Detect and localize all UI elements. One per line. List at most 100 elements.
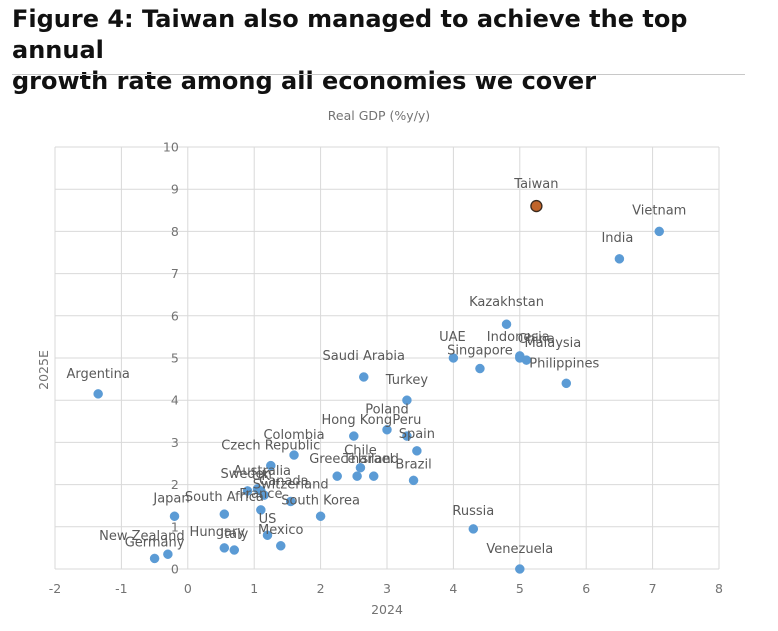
point-us — [262, 530, 273, 540]
point-label: US — [259, 512, 277, 527]
data-points — [93, 199, 664, 574]
point-label: Singapore — [447, 344, 513, 359]
y-tick-label: 1 — [171, 519, 179, 534]
x-tick-label: 7 — [649, 581, 657, 596]
axis-ticks: -2 -1 0 1 2 3 4 5 6 7 8 0 1 2 3 4 5 6 7 8 9 10 — [49, 140, 723, 597]
point-thailand — [352, 471, 362, 481]
point-israel — [368, 471, 379, 481]
point-new-zealand — [163, 549, 173, 559]
y-tick-label: 4 — [171, 393, 179, 408]
point-venezuela — [515, 564, 525, 574]
point-label: India — [601, 231, 633, 246]
point-uae — [448, 353, 459, 363]
point-label: Thailand — [342, 452, 399, 467]
figure-title: Figure 4: Taiwan also managed to achieve… — [12, 4, 772, 97]
point-malaysia — [521, 355, 532, 365]
point-label: Colombia — [263, 428, 324, 443]
point-label: Hungary — [190, 525, 246, 540]
y-tick-label: 6 — [171, 308, 179, 323]
point-label: Taiwan — [513, 177, 558, 192]
point-russia — [468, 524, 479, 534]
x-tick-label: 5 — [516, 581, 524, 596]
point-label: Peru — [392, 413, 421, 428]
point-label: Spain — [399, 427, 435, 442]
x-tick-label: -1 — [115, 581, 127, 596]
point-mexico — [276, 541, 286, 551]
point-spain — [412, 446, 422, 456]
point-label: Vietnam — [632, 203, 686, 218]
point-italy — [229, 545, 240, 555]
point-switzerland — [285, 496, 296, 507]
y-axis-title: 2025E — [36, 350, 51, 390]
point-label: Italy — [220, 527, 249, 542]
figure-title-line-2: growth rate among all economies we cover — [12, 67, 597, 95]
point-vietnam — [654, 226, 664, 237]
chart-title: Real GDP (%y/y) — [328, 108, 430, 123]
grid — [54, 146, 720, 570]
point-saudi-arabia — [359, 372, 369, 382]
point-label: Mexico — [258, 523, 303, 538]
point-label: Chile — [344, 444, 377, 459]
point-singapore — [475, 363, 485, 374]
point-philippines — [561, 378, 572, 389]
x-axis-title: 2024 — [371, 602, 403, 617]
point-label: Saudi Arabia — [323, 349, 406, 364]
point-germany — [149, 553, 160, 564]
point-colombia — [289, 450, 299, 460]
point-brazil — [408, 475, 419, 486]
y-tick-label: 5 — [171, 351, 179, 366]
x-tick-label: 0 — [184, 581, 192, 596]
point-sweden — [242, 486, 253, 496]
point-india — [614, 254, 625, 264]
y-tick-label: 7 — [171, 266, 179, 281]
y-tick-label: 3 — [171, 435, 179, 450]
point-labels: TaiwanVietnamIndiaKazakhstanIndonesiaChi… — [66, 177, 686, 557]
x-tick-label: -2 — [49, 581, 61, 596]
point-label: Russia — [452, 504, 494, 519]
point-turkey — [402, 395, 412, 405]
point-label: South Korea — [281, 493, 360, 508]
point-label: UAE — [439, 330, 466, 345]
x-tick-label: 2 — [317, 581, 325, 596]
y-tick-label: 9 — [171, 182, 179, 197]
point-poland — [382, 424, 392, 435]
x-tick-label: 1 — [250, 581, 258, 596]
point-label: Kazakhstan — [469, 295, 544, 310]
x-tick-label: 6 — [582, 581, 590, 596]
point-south-africa — [219, 509, 230, 519]
point-label: Argentina — [66, 367, 129, 382]
x-tick-label: 3 — [383, 581, 391, 596]
point-label: Canada — [259, 474, 308, 489]
point-label: Switzerland — [253, 477, 329, 492]
point-label: France — [239, 487, 282, 502]
point-label: Indonesia — [487, 330, 550, 345]
point-kazakhstan — [501, 319, 512, 329]
point-peru — [402, 431, 412, 441]
point-label: Germany — [125, 535, 185, 550]
title-divider — [12, 74, 745, 75]
point-canada — [259, 490, 269, 500]
point-label: Venezuela — [486, 542, 553, 557]
point-label: Sweden — [221, 467, 272, 482]
x-tick-label: 4 — [449, 581, 457, 596]
point-label: China — [518, 332, 555, 347]
point-chile — [355, 462, 366, 473]
point-label: Czech Republic — [221, 439, 320, 454]
point-label: Turkey — [385, 373, 429, 388]
point-hong-kong — [349, 431, 359, 441]
point-label: Malaysia — [524, 336, 581, 351]
point-japan — [169, 511, 180, 521]
point-greece — [332, 471, 342, 481]
point-label: Japan — [152, 491, 189, 506]
point-label: Israel — [358, 452, 394, 467]
point-label: Brazil — [395, 457, 431, 472]
point-label: South Africa — [185, 490, 264, 505]
point-czech-republic — [266, 460, 276, 471]
y-tick-label: 2 — [171, 477, 179, 492]
point-label: Poland — [365, 403, 408, 418]
point-france — [256, 505, 266, 515]
point-label: Philippines — [529, 356, 599, 371]
y-tick-label: 0 — [171, 562, 179, 577]
y-tick-label: 8 — [171, 224, 179, 239]
